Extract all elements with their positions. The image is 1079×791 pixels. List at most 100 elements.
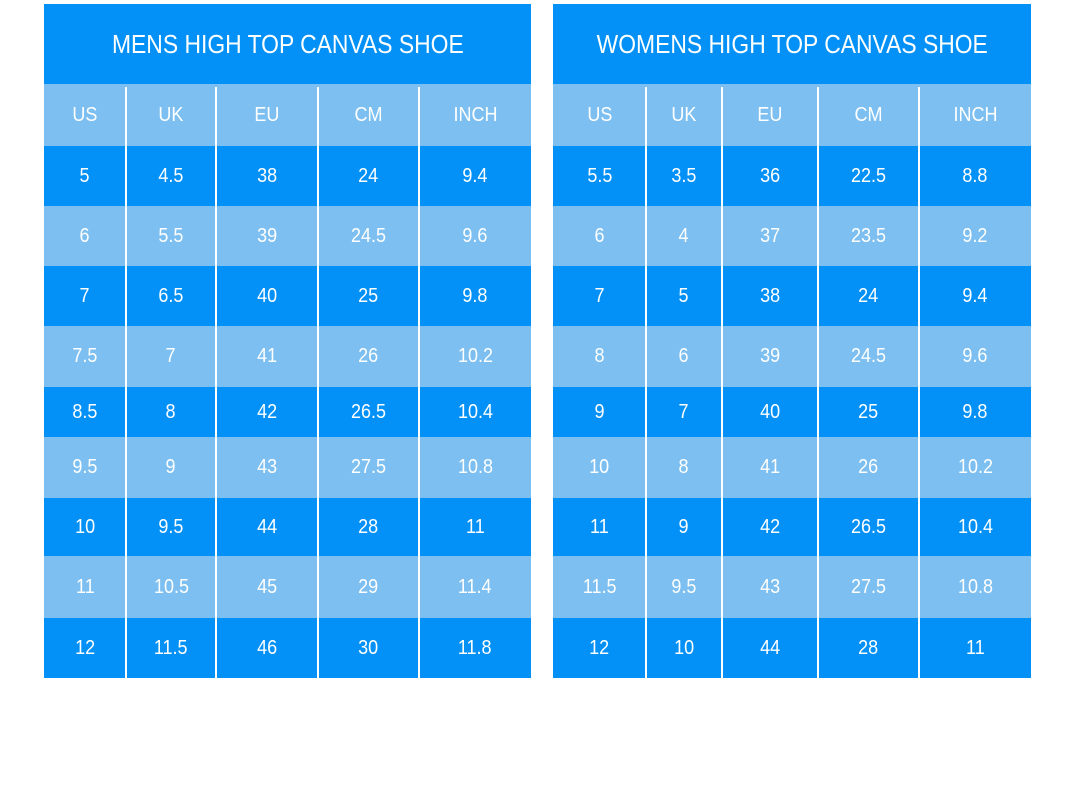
body-cell-text: 9.5 <box>671 575 697 598</box>
header-row-bg <box>553 84 1031 146</box>
body-cell-text: 10 <box>673 636 695 659</box>
body-cell-text: 7 <box>165 345 177 367</box>
header-cell-text: CM <box>354 103 383 126</box>
body-cell: 11 <box>419 498 531 556</box>
body-cell: 9 <box>646 498 722 556</box>
body-cell: 24.5 <box>818 326 919 387</box>
body-cell: 43 <box>722 556 818 618</box>
body-cell-text: 9.5 <box>72 456 98 478</box>
table-title: WOMENS HIGH TOP CANVAS SHOE <box>553 4 1031 84</box>
body-cell-text: 42 <box>759 515 781 538</box>
body-cell: 6.5 <box>126 266 216 326</box>
body-cell: 10 <box>44 498 126 556</box>
header-cell-text: EU <box>254 103 280 126</box>
body-cell-text: 12 <box>589 636 610 659</box>
body-cell-text: 8.5 <box>72 400 98 423</box>
body-cell-text: 27.5 <box>850 575 887 598</box>
body-cell-text: 9 <box>594 400 605 423</box>
body-cell: 11.8 <box>419 618 531 678</box>
body-cell-text: 26.5 <box>350 400 387 423</box>
row-bg <box>553 206 1031 266</box>
body-cell: 38 <box>216 146 318 206</box>
body-cell-text: 42 <box>256 400 278 423</box>
body-cell-text: 27.5 <box>350 456 387 478</box>
body-cell: 7 <box>126 326 216 387</box>
body-cell-text: 7.5 <box>72 345 98 367</box>
body-cell: 11.4 <box>419 556 531 618</box>
header-cell: INCH <box>919 84 1031 146</box>
body-cell-text: 10.5 <box>153 575 189 598</box>
header-cell-text: US <box>72 103 98 126</box>
body-cell: 26.5 <box>818 498 919 556</box>
body-cell-text: 12 <box>74 636 96 659</box>
body-cell: 9.8 <box>419 266 531 326</box>
body-cell-text: 39 <box>256 224 278 247</box>
body-cell-text: 9.8 <box>462 284 488 307</box>
body-cell-text: 7 <box>594 284 605 307</box>
body-cell-text: 9.6 <box>962 345 988 367</box>
body-cell-text: 22.5 <box>850 164 887 187</box>
header-cell: EU <box>216 84 318 146</box>
body-cell: 44 <box>216 498 318 556</box>
body-cell-text: 25 <box>358 284 379 307</box>
body-cell-text: 8 <box>165 400 177 423</box>
row-bg <box>553 266 1031 326</box>
header-cell: INCH <box>419 84 531 146</box>
body-cell: 8 <box>646 437 722 498</box>
body-cell: 10.2 <box>919 437 1031 498</box>
header-cell-text: UK <box>158 103 184 126</box>
table-title-text: WOMENS HIGH TOP CANVAS SHOE <box>596 28 988 59</box>
body-cell-text: 8 <box>678 456 690 478</box>
body-cell-text: 7 <box>79 284 91 307</box>
body-cell: 30 <box>318 618 419 678</box>
body-cell: 10.8 <box>919 556 1031 618</box>
body-cell: 5 <box>44 146 126 206</box>
row-bg <box>553 556 1031 618</box>
body-cell: 26 <box>318 326 419 387</box>
body-cell-text: 43 <box>256 456 278 478</box>
body-cell: 10.4 <box>919 498 1031 556</box>
body-cell: 24 <box>318 146 419 206</box>
body-cell-text: 8 <box>594 345 605 367</box>
body-cell: 23.5 <box>818 206 919 266</box>
body-cell-text: 39 <box>759 345 781 367</box>
body-cell: 9.5 <box>126 498 216 556</box>
body-cell-text: 10 <box>74 515 96 538</box>
body-cell: 11 <box>44 556 126 618</box>
header-cell: UK <box>126 84 216 146</box>
body-cell-text: 9.8 <box>962 400 988 423</box>
header-cell: EU <box>722 84 818 146</box>
table-title: MENS HIGH TOP CANVAS SHOE <box>44 4 531 84</box>
body-cell-text: 25 <box>858 400 879 423</box>
body-cell-text: 11 <box>465 515 485 538</box>
body-cell: 8 <box>553 326 646 387</box>
body-cell: 4.5 <box>126 146 216 206</box>
body-cell-text: 7 <box>678 400 690 423</box>
body-cell: 9.4 <box>419 146 531 206</box>
body-cell-text: 40 <box>256 284 278 307</box>
body-cell-text: 11.4 <box>458 575 492 598</box>
header-cell-text: US <box>586 103 613 126</box>
body-cell: 6 <box>44 206 126 266</box>
body-cell-text: 3.5 <box>671 164 697 187</box>
body-cell-text: 10.4 <box>957 515 993 538</box>
body-cell: 6 <box>646 326 722 387</box>
body-cell: 45 <box>216 556 318 618</box>
body-cell-text: 9.6 <box>462 224 488 247</box>
body-cell-text: 45 <box>256 575 278 598</box>
body-cell: 44 <box>722 618 818 678</box>
body-cell-text: 10.2 <box>957 456 993 478</box>
body-cell-text: 24.5 <box>350 224 387 247</box>
column-divider <box>645 87 647 678</box>
body-cell: 4 <box>646 206 722 266</box>
body-cell: 46 <box>216 618 318 678</box>
body-cell-text: 24 <box>858 284 879 307</box>
body-cell-text: 38 <box>256 164 278 187</box>
body-cell: 24.5 <box>318 206 419 266</box>
body-cell-text: 4.5 <box>158 164 184 187</box>
body-cell: 7 <box>44 266 126 326</box>
body-cell-text: 26 <box>858 456 879 478</box>
body-cell: 9.5 <box>646 556 722 618</box>
body-cell: 10.4 <box>419 387 531 437</box>
body-cell: 9.6 <box>919 326 1031 387</box>
